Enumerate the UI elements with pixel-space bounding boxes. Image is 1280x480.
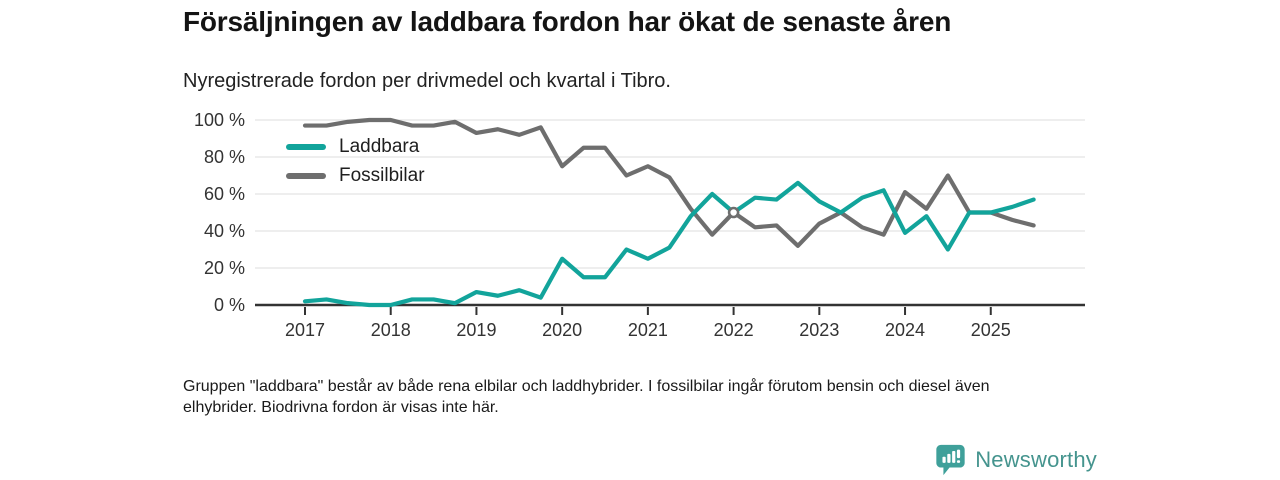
footnote-line-2: elhybrider. Biodrivna fordon är visas in… bbox=[183, 399, 499, 416]
newsworthy-bar-chart-bubble-icon bbox=[936, 444, 965, 476]
legend-item-fossilbilar: Fossilbilar bbox=[286, 163, 425, 188]
x-tick-label: 2020 bbox=[542, 320, 582, 340]
icon-bars bbox=[942, 449, 961, 463]
legend-swatch-fossilbilar bbox=[286, 172, 326, 179]
chart-title: Försäljningen av laddbara fordon har öka… bbox=[183, 6, 952, 37]
y-tick-label: 80 % bbox=[204, 147, 245, 167]
y-tick-label: 100 % bbox=[194, 110, 245, 130]
y-tick-label: 20 % bbox=[204, 258, 245, 278]
crossing-marker bbox=[727, 206, 740, 219]
y-tick-label: 0 % bbox=[214, 295, 245, 315]
x-tick-label: 2025 bbox=[971, 320, 1011, 340]
chart-legend: Laddbara Fossilbilar bbox=[286, 134, 425, 188]
chart-subtitle: Nyregistrerade fordon per drivmedel och … bbox=[183, 70, 671, 92]
legend-label-laddbara: Laddbara bbox=[339, 135, 420, 157]
legend-swatch-laddbara bbox=[286, 143, 326, 150]
newsworthy-wordmark: Newsworthy bbox=[975, 447, 1097, 472]
newsworthy-logo: Newsworthy bbox=[935, 443, 1097, 477]
series-line-laddbara bbox=[302, 180, 1036, 308]
x-tick-label: 2024 bbox=[885, 320, 925, 340]
chart-plot-area: 0 % 20 % 40 % 60 % 80 % 100 % 2017 2018 2019 2020… bbox=[194, 110, 1085, 340]
series-line-fossilbilar bbox=[302, 117, 1036, 248]
footnote: Gruppen "laddbara" består av både rena e… bbox=[183, 376, 990, 418]
x-tick-label: 2018 bbox=[371, 320, 411, 340]
legend-label-fossilbilar: Fossilbilar bbox=[339, 164, 425, 186]
x-tick-label: 2022 bbox=[714, 320, 754, 340]
x-tick-label: 2023 bbox=[799, 320, 839, 340]
legend-item-laddbara: Laddbara bbox=[286, 134, 425, 159]
line-chart: 0 % 20 % 40 % 60 % 80 % 100 % 2017 2018 2019 2020… bbox=[180, 103, 1120, 353]
x-tick-label: 2019 bbox=[456, 320, 496, 340]
footnote-line-1: Gruppen "laddbara" består av både rena e… bbox=[183, 378, 990, 395]
y-tick-label: 40 % bbox=[204, 221, 245, 241]
x-tick-label: 2021 bbox=[628, 320, 668, 340]
x-tick-label: 2017 bbox=[285, 320, 325, 340]
y-tick-label: 60 % bbox=[204, 184, 245, 204]
